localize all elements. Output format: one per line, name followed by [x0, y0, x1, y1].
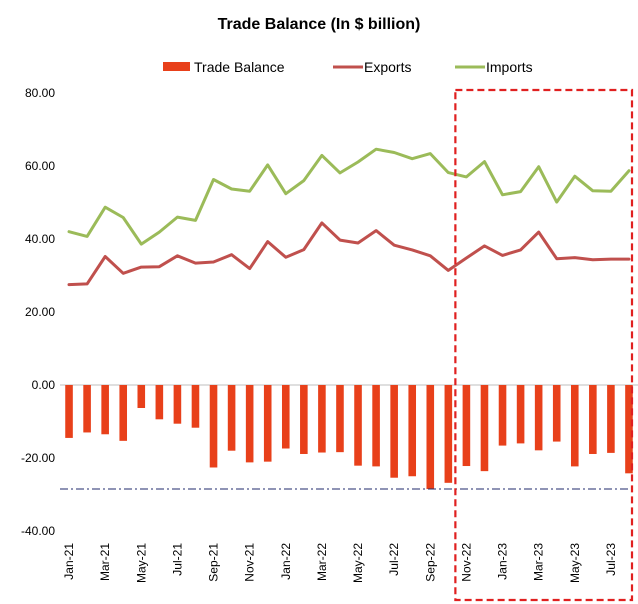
trade-balance-bar: [119, 385, 128, 441]
x-tick-label: Nov-21: [243, 543, 257, 582]
imports-line: [67, 147, 631, 246]
legend-label: Trade Balance: [194, 59, 285, 75]
exports-line: [67, 221, 631, 287]
x-tick-label: Nov-22: [459, 543, 473, 582]
legend-label: Imports: [486, 59, 533, 75]
trade-balance-bar: [65, 385, 73, 438]
trade-balance-bar: [480, 385, 489, 472]
x-tick-label: Mar-23: [532, 543, 546, 581]
trade-balance-bar: [137, 385, 146, 408]
x-tick-label: May-23: [568, 543, 582, 583]
trade-balance-bar: [83, 385, 91, 433]
y-tick-label: -20.00: [21, 451, 55, 465]
x-tick-label: Jan-22: [279, 543, 293, 580]
x-tick-label: Sep-22: [423, 543, 437, 582]
y-tick-label: 80.00: [25, 86, 55, 100]
trade-balance-bar: [462, 385, 471, 467]
trade-balance-bar: [191, 385, 200, 428]
trade-balance-bar: [354, 385, 362, 466]
trade-balance-bar: [227, 385, 236, 451]
trade-balance-bar: [372, 385, 380, 467]
y-tick-label: 0.00: [32, 378, 56, 392]
x-tick-label: Jan-21: [62, 543, 76, 580]
chart-title: Trade Balance (In $ billion): [217, 16, 421, 33]
x-tick-label: May-21: [134, 543, 148, 583]
trade-balance-bar: [444, 385, 453, 483]
trade-balance-bar: [516, 385, 525, 444]
trade-balance-bar: [498, 385, 507, 446]
trade-balance-bar: [336, 385, 344, 453]
x-tick-label: May-22: [351, 543, 365, 583]
trade-balance-bar: [300, 385, 308, 454]
trade-balance-bar: [552, 385, 561, 442]
trade-balance-bar: [607, 385, 615, 453]
trade-balance-bar: [281, 385, 290, 449]
x-tick-label: Jan-23: [496, 543, 510, 580]
trade-balance-bar: [245, 385, 254, 463]
trade-balance-bar: [625, 385, 633, 474]
x-tick-label: Jul-22: [387, 543, 401, 576]
x-tick-label: Jul-21: [170, 543, 184, 576]
x-tick-label: Jul-23: [604, 543, 618, 576]
x-tick-label: Sep-21: [207, 543, 221, 582]
trade-balance-bar: [390, 385, 398, 478]
y-tick-label: 40.00: [25, 232, 55, 246]
trade-balance-bar: [318, 385, 326, 453]
x-tick-label: Mar-21: [98, 543, 112, 581]
x-tick-label: Mar-22: [315, 543, 329, 581]
trade-balance-bar: [173, 385, 182, 424]
trade-balance-bar: [209, 385, 218, 468]
trade-balance-bar: [570, 385, 579, 467]
highlight-box: [454, 88, 634, 602]
trade-balance-bar: [408, 385, 417, 477]
y-tick-label: 20.00: [25, 305, 55, 319]
trade-balance-bar: [589, 385, 597, 454]
legend-label: Exports: [364, 59, 411, 75]
trade-balance-bar: [155, 385, 164, 420]
trade-balance-bar: [534, 385, 543, 451]
y-tick-label: 60.00: [25, 159, 55, 173]
y-tick-label: -40.00: [21, 524, 55, 538]
legend-swatch: [163, 62, 190, 71]
trade-balance-bar: [426, 385, 435, 490]
trade-balance-bar: [101, 385, 109, 435]
trade-balance-bar: [263, 385, 272, 462]
